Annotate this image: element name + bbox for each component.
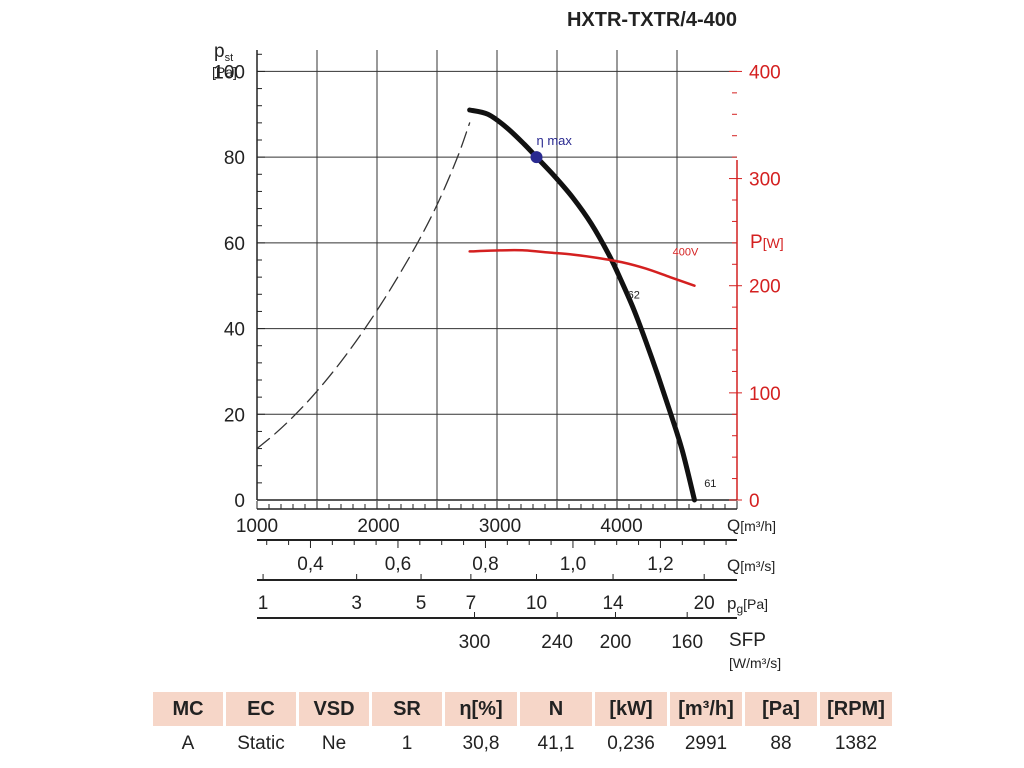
series-line-400v xyxy=(468,248,696,287)
x-axis-ticks: 1000 2000 3000 4000 xyxy=(236,501,738,537)
sub-scale-label: 160 xyxy=(671,632,703,653)
sub-scale-unit-name: SFP xyxy=(729,630,766,651)
table-value-cell: 88 xyxy=(770,733,792,754)
right-tick-label: 0 xyxy=(749,491,760,512)
left-axis-ticks: 0 20 40 60 80 100 xyxy=(213,53,265,512)
table-value-cell: 0,236 xyxy=(607,733,655,754)
curve-label: 62 xyxy=(628,290,640,302)
table-value-cell: 1382 xyxy=(834,733,878,754)
table-header-cell: η[%] xyxy=(445,692,517,726)
table-header-cell: SR xyxy=(372,692,442,726)
x-tick-label: 4000 xyxy=(600,516,642,537)
left-tick-label: 80 xyxy=(224,148,245,169)
table-header-cell: MC xyxy=(153,692,223,726)
sub-scale-label: 3 xyxy=(351,593,362,614)
table-value-cell: 2991 xyxy=(684,733,728,754)
table-header-cell: [m³/h] xyxy=(670,692,742,726)
left-tick-label: 100 xyxy=(213,62,245,83)
right-axis-label: P[W] xyxy=(750,232,784,253)
sub-scale-label: 0,8 xyxy=(472,554,498,575)
table-value-cell: 41,1 xyxy=(537,733,575,754)
sub-scale-label: 5 xyxy=(416,593,427,614)
sub-scale-label: 1 xyxy=(258,593,269,614)
sub-scale-unit: [W/m³/s] xyxy=(729,655,781,671)
sub-scale-label: 7 xyxy=(466,593,477,614)
table-value-cell: Static xyxy=(237,733,285,754)
curve-label: 61 xyxy=(704,478,716,490)
left-tick-label: 20 xyxy=(224,405,245,426)
chart-title: HXTR-TXTR/4-400 xyxy=(567,9,737,31)
right-tick-label: 200 xyxy=(749,277,781,298)
sub-scale-label: 300 xyxy=(459,632,491,653)
left-tick-label: 0 xyxy=(234,491,245,512)
curve-label: 400V xyxy=(673,247,699,259)
table-header-cell: [RPM] xyxy=(820,692,892,726)
x-axis-unit-label: Q[m³/h] xyxy=(727,516,776,535)
sub-scale-unit: pg[Pa] xyxy=(727,594,768,616)
sub-scales: 0,4 0,6 0,8 1,0 1,2 Q[m³/s] 1 3 5 7 10 14 20 pg[Pa] 30… xyxy=(257,539,781,671)
x-tick-label: 3000 xyxy=(479,516,521,537)
table-value-cell: A xyxy=(181,733,195,754)
performance-table: MC EC VSD SR η[%] N [kW] [m³/h] [Pa] [RPM] A Stati… xyxy=(150,692,895,762)
left-tick-label: 40 xyxy=(224,320,245,341)
annotation-layer: η max 62 61 400V xyxy=(530,133,716,490)
sub-scale-label: 14 xyxy=(602,593,624,614)
grid-lines xyxy=(256,50,738,510)
table-header-cell: EC xyxy=(226,692,296,726)
sub-scale-label: 10 xyxy=(526,593,547,614)
eta-max-label: η max xyxy=(536,133,572,148)
right-axis-ticks: 0 100 200 300 400 xyxy=(729,62,781,512)
sub-scale-label: 0,4 xyxy=(297,554,324,575)
table-header-cell: [kW] xyxy=(595,692,667,726)
left-tick-label: 60 xyxy=(224,234,245,255)
left-axis-unit: [Pa] xyxy=(212,64,237,80)
table-value-cell: 1 xyxy=(401,733,413,754)
right-tick-label: 300 xyxy=(749,170,781,191)
series-layer xyxy=(256,107,697,503)
series-line-61 xyxy=(256,122,471,450)
sub-scale-label: 200 xyxy=(600,632,632,653)
table-value-cell: Ne xyxy=(321,733,347,754)
fan-performance-chart: HXTR-TXTR/4-400 pst [Pa] P[W] 0 20 40 60 80 1… xyxy=(212,9,784,671)
right-tick-label: 400 xyxy=(749,62,781,83)
table-header-cell: [Pa] xyxy=(745,692,817,726)
performance-table-row: A Static Ne 1 30,8 41,1 0,236 2991 88 1382 xyxy=(153,726,892,762)
table-value-cell: 30,8 xyxy=(462,733,500,754)
sub-scale-label: 20 xyxy=(694,593,715,614)
performance-table-header: MC EC VSD SR η[%] N [kW] [m³/h] [Pa] [RPM] xyxy=(153,692,892,726)
sub-scale-label: 1,2 xyxy=(647,554,673,575)
right-tick-label: 100 xyxy=(749,384,781,405)
sub-scale-label: 0,6 xyxy=(385,554,411,575)
table-header-cell: N xyxy=(520,692,592,726)
sub-scale-label: 240 xyxy=(541,632,573,653)
eta-max-point xyxy=(530,151,543,164)
sub-scale-label: 1,0 xyxy=(560,554,586,575)
x-tick-label: 1000 xyxy=(236,516,278,537)
left-axis-label: pst xyxy=(214,41,233,64)
sub-scale-unit: Q[m³/s] xyxy=(727,556,775,575)
series-line-62 xyxy=(467,107,697,503)
x-tick-label: 2000 xyxy=(357,516,399,537)
table-header-cell: VSD xyxy=(299,692,369,726)
